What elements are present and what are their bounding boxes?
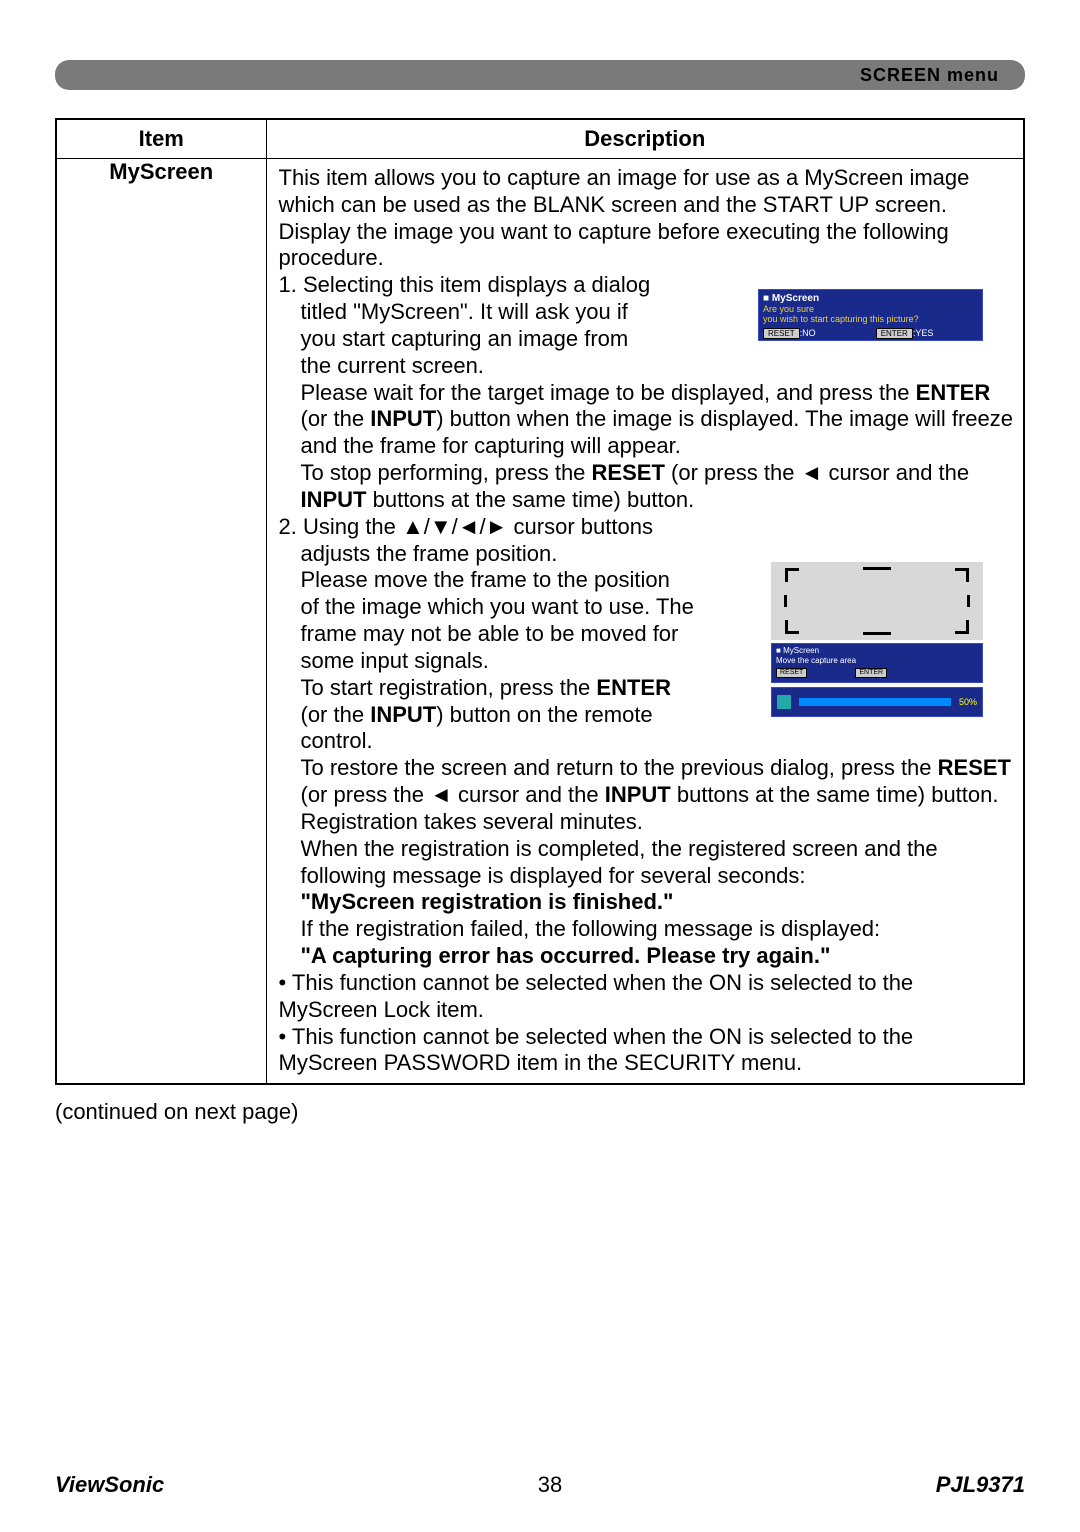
banner-label: SCREEN menu [860,65,999,86]
desc-para: To restore the screen and return to the … [279,755,1014,809]
step1-line: the current screen. [279,353,1014,380]
dialog-move: ■ MyScreen Move the capture area RESET E… [771,643,983,683]
bullet-note: • This function cannot be selected when … [279,1024,1014,1078]
section-banner: SCREEN menu [55,60,1025,90]
dialog-confirm: ■ MyScreen Are you sure you wish to star… [758,289,983,341]
desc-para: control. [279,728,1014,755]
myscreen-table: Item Description MyScreen ■ MyScreen Are… [55,118,1025,1085]
desc-para: If the registration failed, the followin… [279,916,1014,943]
desc-para: To stop performing, press the RESET (or … [279,460,1014,514]
continued-note: (continued on next page) [55,1099,1025,1125]
desc-para: When the registration is completed, the … [279,836,1014,890]
desc-para: Registration takes several minutes. [279,809,1014,836]
description-cell: ■ MyScreen Are you sure you wish to star… [266,159,1024,1085]
error-message: "A capturing error has occurred. Please … [279,943,1014,970]
footer-page: 38 [538,1472,562,1498]
dialog-progress: 50% [771,687,983,717]
desc-intro: This item allows you to capture an image… [279,165,1014,272]
page-footer: ViewSonic 38 PJL9371 [55,1472,1025,1498]
item-name: MyScreen [56,159,266,1085]
step2-line: 2. Using the ▲/▼/◄/► cursor buttons [279,514,1014,541]
bullet-note: • This function cannot be selected when … [279,970,1014,1024]
desc-para: Please wait for the target image to be d… [279,380,1014,460]
footer-brand: ViewSonic [55,1472,164,1498]
capture-frame-illustration [771,562,983,640]
col-header-item: Item [56,119,266,159]
col-header-desc: Description [266,119,1024,159]
footer-model: PJL9371 [936,1472,1025,1498]
finish-message: "MyScreen registration is finished." [279,889,1014,916]
